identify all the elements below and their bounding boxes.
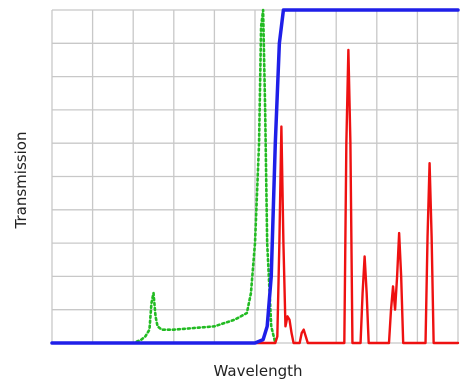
chart-series-layer xyxy=(50,8,460,345)
green-dotted-transmission-line xyxy=(50,8,277,345)
y-axis-label: Transmission xyxy=(12,132,30,230)
x-axis-label: Wavelength xyxy=(214,362,303,380)
blue-transmission-line xyxy=(50,8,460,345)
chart-grid xyxy=(51,9,459,344)
red-emission-line xyxy=(50,48,460,345)
